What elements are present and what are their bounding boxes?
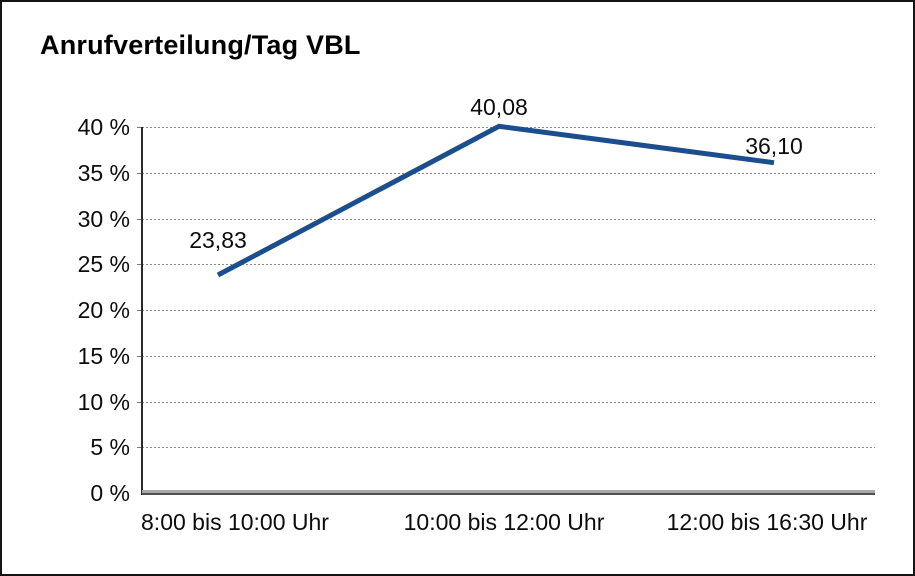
- gridline: [142, 447, 875, 448]
- x-axis-line-shadow: [142, 493, 875, 495]
- x-axis-category-label: 12:00 bis 16:30 Uhr: [666, 509, 868, 535]
- data-point-label: 23,83: [189, 227, 247, 253]
- chart-title: Anrufverteilung/Tag VBL: [40, 30, 361, 60]
- y-axis-tick: [137, 310, 142, 311]
- gridline: [142, 173, 875, 174]
- gridline: [142, 310, 875, 311]
- y-axis-tick-label: 30 %: [77, 206, 130, 232]
- gridline: [142, 402, 875, 403]
- y-axis-tick-label: 5 %: [90, 434, 130, 460]
- gridline: [142, 127, 875, 128]
- y-axis-tick: [137, 219, 142, 220]
- x-axis-category-label: 8:00 bis 10:00 Uhr: [141, 509, 329, 535]
- x-axis-category-label: 10:00 bis 12:00 Uhr: [403, 509, 605, 535]
- y-axis-tick-label: 10 %: [77, 389, 130, 415]
- y-axis-line: [141, 127, 143, 495]
- x-axis-line: [142, 490, 875, 493]
- y-axis-tick: [137, 356, 142, 357]
- gridline: [142, 356, 875, 357]
- gridline: [142, 219, 875, 220]
- y-axis-tick: [137, 447, 142, 448]
- y-axis-tick-label: 20 %: [77, 297, 130, 323]
- y-axis-tick: [137, 264, 142, 265]
- y-axis-tick: [137, 127, 142, 128]
- y-axis-tick: [137, 402, 142, 403]
- data-point-label: 40,08: [470, 94, 528, 120]
- y-axis-tick-label: 40 %: [77, 114, 130, 140]
- y-axis-tick-label: 15 %: [77, 343, 130, 369]
- series-polyline: [216, 123, 775, 278]
- y-axis-tick-label: 0 %: [90, 480, 130, 506]
- gridline: [142, 264, 875, 265]
- data-point-label: 36,10: [745, 133, 803, 159]
- y-axis-tick-label: 35 %: [77, 160, 130, 186]
- y-axis-tick-label: 25 %: [77, 251, 130, 277]
- y-axis-tick: [137, 173, 142, 174]
